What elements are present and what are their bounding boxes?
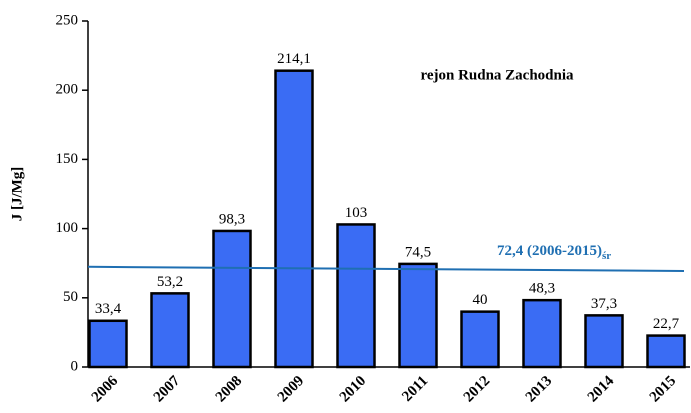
bar [398, 262, 438, 369]
y-tick-label: 0 [71, 358, 79, 374]
y-tick-label: 250 [56, 12, 79, 28]
y-tick-label: 50 [63, 289, 78, 305]
y-tick-label: 200 [56, 82, 79, 98]
bar [336, 223, 376, 369]
bar [522, 298, 562, 369]
x-tick-label: 2015 [647, 373, 680, 406]
x-tick-label: 2011 [399, 373, 431, 405]
y-axis-label: J [J/Mg] [9, 167, 25, 222]
value-label: 37,3 [591, 296, 617, 312]
value-label: 22,7 [653, 316, 680, 332]
mean-label: 72,4 (2006-2015)śr [497, 243, 611, 261]
bar [88, 319, 128, 369]
mean-label-sub: śr [602, 250, 611, 262]
value-label: 103 [345, 205, 368, 221]
bar [584, 314, 624, 369]
mean-line [87, 265, 685, 272]
bar [646, 334, 686, 369]
x-tick-label: 2009 [275, 373, 308, 406]
value-label: 53,2 [157, 274, 183, 290]
value-label: 48,3 [529, 281, 555, 297]
x-tick-label: 2014 [585, 373, 618, 406]
value-label: 40 [473, 292, 488, 308]
x-tick-label: 2007 [151, 373, 184, 406]
mean-label-text: 72,4 (2006-2015) [497, 243, 602, 259]
annotation: rejon Rudna Zachodnia [420, 67, 574, 83]
bar [274, 69, 314, 369]
x-tick-label: 2008 [213, 373, 246, 406]
value-label: 33,4 [95, 301, 122, 317]
value-label: 74,5 [405, 244, 431, 260]
x-tick-label: 2012 [461, 373, 494, 406]
bar [212, 229, 252, 369]
x-tick-label: 2013 [523, 373, 556, 406]
value-label: 98,3 [219, 211, 245, 227]
y-tick-label: 150 [56, 151, 79, 167]
bar [150, 292, 190, 369]
x-tick-label: 2010 [337, 373, 370, 406]
bar [460, 310, 500, 369]
value-label: 214,1 [277, 51, 311, 67]
y-tick-label: 100 [56, 220, 79, 236]
x-tick-label: 2006 [89, 373, 122, 406]
